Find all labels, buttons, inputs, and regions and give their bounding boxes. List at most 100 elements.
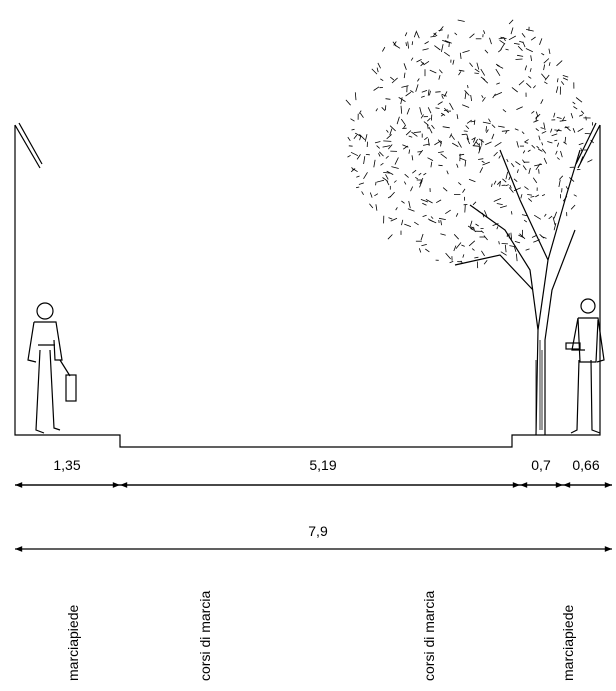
leaf bbox=[562, 77, 569, 81]
leaf bbox=[437, 139, 442, 144]
leaf bbox=[474, 68, 480, 73]
leaf bbox=[423, 60, 430, 66]
leaf bbox=[468, 178, 476, 183]
zone-label: corsi di marcia bbox=[421, 591, 437, 681]
leaf bbox=[496, 64, 504, 69]
leaf bbox=[403, 72, 406, 79]
leaf bbox=[461, 244, 465, 247]
leaf bbox=[437, 101, 443, 105]
leaf bbox=[403, 181, 407, 185]
leaf bbox=[528, 198, 533, 202]
leaf bbox=[410, 57, 414, 61]
leaf bbox=[469, 220, 473, 227]
leaf bbox=[422, 48, 429, 51]
leaf bbox=[347, 154, 351, 158]
leaf bbox=[358, 110, 362, 114]
leaf bbox=[520, 194, 523, 199]
leaf bbox=[555, 150, 558, 155]
leaf bbox=[400, 97, 403, 105]
leaf bbox=[460, 260, 464, 265]
leaf bbox=[423, 172, 427, 176]
leaf bbox=[556, 128, 560, 133]
leaf bbox=[449, 261, 454, 264]
leaf bbox=[415, 84, 419, 92]
leaf bbox=[408, 135, 413, 138]
leaf bbox=[424, 136, 428, 141]
leaf bbox=[527, 194, 533, 196]
leaf bbox=[515, 58, 523, 60]
leaf bbox=[505, 171, 509, 180]
leaf bbox=[356, 154, 361, 160]
leaf bbox=[385, 174, 389, 180]
leaf bbox=[560, 81, 565, 85]
leaf bbox=[543, 64, 545, 71]
leaf bbox=[420, 199, 429, 203]
leaf bbox=[420, 233, 424, 241]
leaf bbox=[505, 184, 509, 187]
leaf bbox=[392, 41, 397, 47]
dimension-label: 1,35 bbox=[53, 457, 80, 473]
zone-label: marciapiede bbox=[65, 605, 81, 681]
leaf bbox=[499, 205, 508, 209]
leaf bbox=[478, 158, 484, 160]
leaf bbox=[580, 110, 585, 114]
leaf bbox=[519, 40, 524, 43]
leaf bbox=[508, 35, 516, 41]
leaf bbox=[421, 244, 427, 247]
leaf bbox=[539, 38, 543, 45]
leaf bbox=[380, 78, 384, 81]
leaf bbox=[429, 90, 431, 96]
leaf bbox=[517, 45, 523, 51]
leaf bbox=[422, 214, 427, 217]
leaf bbox=[473, 138, 479, 147]
leaf bbox=[420, 61, 425, 65]
leaf bbox=[427, 107, 432, 114]
leaf bbox=[419, 107, 422, 115]
leaf bbox=[418, 149, 424, 156]
leaf bbox=[495, 68, 501, 77]
leaf bbox=[443, 109, 448, 112]
leaf bbox=[425, 199, 433, 204]
leaf bbox=[385, 98, 391, 100]
leaf bbox=[484, 210, 488, 217]
leaf bbox=[419, 180, 423, 188]
leaf bbox=[521, 131, 525, 135]
leaf bbox=[382, 46, 386, 52]
leaf bbox=[535, 116, 538, 122]
leaf bbox=[433, 32, 438, 37]
leaf bbox=[485, 126, 487, 132]
leaf bbox=[446, 170, 449, 175]
leaf bbox=[464, 204, 466, 213]
leaf bbox=[441, 44, 444, 52]
leaf bbox=[541, 194, 546, 197]
leaf bbox=[464, 90, 470, 96]
leaf bbox=[513, 178, 518, 182]
leaf bbox=[482, 161, 490, 166]
leaf bbox=[413, 221, 419, 226]
leaf bbox=[500, 251, 507, 256]
leaf bbox=[480, 68, 486, 76]
leaf bbox=[511, 211, 513, 215]
leaf bbox=[410, 186, 414, 192]
leaf bbox=[556, 142, 560, 147]
leaf bbox=[492, 93, 496, 99]
leaf bbox=[531, 110, 535, 114]
leaf bbox=[378, 153, 381, 157]
leaf bbox=[427, 117, 431, 122]
leaf bbox=[382, 145, 391, 148]
leaf bbox=[429, 219, 437, 224]
leaf bbox=[585, 116, 587, 121]
leaf bbox=[552, 217, 556, 225]
leaf bbox=[389, 125, 396, 132]
leaf bbox=[493, 198, 502, 202]
leaf bbox=[404, 173, 409, 178]
leaf bbox=[427, 124, 429, 130]
leaf bbox=[508, 176, 511, 181]
leaf bbox=[491, 133, 495, 140]
leaf bbox=[502, 178, 507, 183]
leaf bbox=[463, 130, 468, 132]
leaf bbox=[441, 93, 447, 97]
road-profile bbox=[14, 125, 601, 448]
leaf bbox=[350, 118, 355, 122]
